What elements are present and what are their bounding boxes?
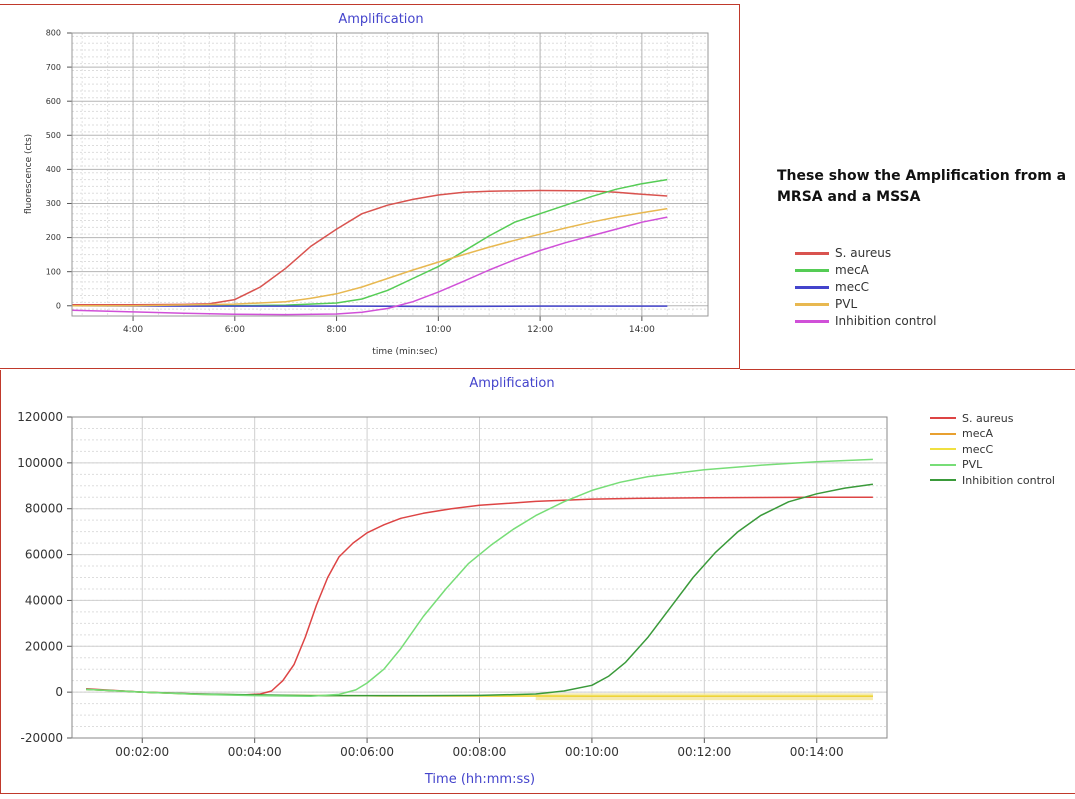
- chart1-y-tick-label: 100: [46, 267, 61, 276]
- legend-swatch: [795, 285, 829, 289]
- legend-swatch: [930, 417, 956, 419]
- legend-item-s-aureus: S. aureus: [930, 410, 1013, 426]
- chart2-series-pvl: [86, 458, 873, 698]
- chart1-series-meca: [72, 178, 668, 307]
- chart-top-amplification: 0 100 200 300 400 500 600 700 800 4:00 6:00 8:00 10…: [24, 12, 709, 357]
- chart1-series-pvl: [72, 207, 668, 307]
- chart1-y-axis-label: fluorescence (cts): [24, 134, 34, 214]
- chart2-x-tick-label: 00:08:00: [453, 745, 507, 759]
- legend-label: S. aureus: [835, 246, 892, 260]
- chart1-series-s-aureus: [72, 189, 668, 306]
- chart2-y-tick-label: -20000: [20, 731, 63, 745]
- legend-label: S. aureus: [962, 411, 1014, 425]
- chart2-y-tick-label: 0: [55, 685, 63, 699]
- chart1-y-ticks: 0 100 200 300 400 500 600 700 800: [46, 29, 72, 310]
- chart1-y-tick-label: 200: [46, 233, 61, 242]
- legend-label: mecA: [835, 263, 869, 277]
- chart1-x-tick-label: 10:00: [425, 325, 451, 335]
- legend-swatch: [795, 251, 829, 255]
- legend-item-mecc: mecC: [795, 279, 869, 295]
- legend-item-pvl: PVL: [795, 296, 857, 312]
- chart-bottom-amplification: -20000020000400006000080000100000120000 …: [17, 376, 888, 787]
- chart2-x-axis-label: Time (hh:mm:ss): [424, 772, 535, 787]
- chart1-y-tick-label: 400: [46, 165, 61, 174]
- chart2-x-tick-label: 00:10:00: [565, 745, 619, 759]
- chart2-x-tick-label: 00:06:00: [340, 745, 394, 759]
- chart1-x-tick-label: 4:00: [123, 325, 143, 335]
- chart2-y-tick-label: 80000: [25, 502, 63, 516]
- chart1-x-ticks: 4:00 6:00 8:00 10:00 12:00 14:00: [123, 316, 655, 335]
- chart2-y-ticks: -20000 0 20000 40000 60000 80000 100000 120000: [17, 410, 72, 745]
- legend-swatch: [795, 302, 829, 306]
- bottom-panel-frame: [0, 370, 1075, 794]
- legend-item-meca: mecA: [795, 262, 869, 278]
- chart1-plot-border: [71, 32, 709, 317]
- chart2-legend: S. aureus mecA mecC PVL Inhibition control: [930, 410, 1070, 490]
- legend-item-inhibition-control: Inhibition control: [930, 472, 1055, 488]
- chart2-y-tick-label: 20000: [25, 639, 63, 653]
- legend-item-pvl: PVL: [930, 457, 982, 473]
- legend-swatch: [930, 479, 956, 481]
- chart2-x-ticks: 00:02:00 00:04:00 00:06:00 00:08:00 00:10:00…: [115, 738, 844, 759]
- legend-item-s-aureus: S. aureus: [795, 245, 891, 261]
- chart1-grid: [72, 32, 708, 317]
- legend-item-mecc: mecC: [930, 441, 993, 457]
- chart1-x-tick-label: 8:00: [326, 325, 346, 335]
- chart1-x-tick-label: 14:00: [629, 325, 655, 335]
- chart2-y-tick-label: 100000: [17, 456, 63, 470]
- legend-label: mecC: [835, 280, 870, 294]
- chart1-series-inhibition-control: [71, 216, 668, 316]
- legend-swatch: [930, 463, 956, 466]
- legend-swatch: [795, 268, 829, 272]
- chart1-y-tick-label: 600: [46, 97, 61, 106]
- chart1-x-tick-label: 6:00: [225, 325, 245, 335]
- legend-swatch: [930, 448, 956, 450]
- top-panel-frame: [0, 4, 740, 369]
- chart2-series: [86, 458, 874, 698]
- chart1-legend: S. aureus mecA mecC PVL Inhibition control: [795, 245, 975, 335]
- legend-item-meca: mecA: [930, 426, 993, 442]
- chart1-series: [71, 178, 668, 316]
- legend-swatch: [930, 432, 956, 435]
- legend-label: Inhibition control: [835, 314, 937, 328]
- chart1-y-tick-label: 300: [46, 199, 61, 208]
- chart1-y-tick-label: 500: [46, 131, 61, 140]
- chart1-title: Amplification: [338, 12, 423, 27]
- legend-label: mecC: [962, 442, 994, 456]
- chart1-y-tick-label: 800: [46, 29, 61, 38]
- chart1-x-tick-label: 12:00: [527, 325, 553, 335]
- chart2-y-tick-label: 40000: [25, 593, 63, 607]
- chart2-y-tick-label: 120000: [17, 410, 63, 424]
- chart2-x-tick-label: 00:12:00: [677, 745, 731, 759]
- chart2-x-tick-label: 00:14:00: [790, 745, 844, 759]
- legend-label: mecA: [962, 427, 994, 440]
- chart1-y-tick-label: 700: [46, 63, 61, 72]
- legend-label: Inhibition control: [962, 473, 1055, 487]
- chart2-title: Amplification: [469, 376, 554, 391]
- chart2-plot-border: [71, 416, 888, 739]
- legend-swatch: [795, 319, 829, 323]
- legend-label: PVL: [962, 458, 983, 471]
- chart2-y-tick-label: 60000: [25, 548, 63, 562]
- chart1-y-tick-label: 0: [56, 301, 61, 310]
- chart1-series-mecc: [71, 305, 668, 308]
- chart2-series-s-aureus: [86, 496, 873, 696]
- legend-item-inhibition-control: Inhibition control: [795, 313, 936, 329]
- caption-text: These show the Amplification from a MRSA…: [777, 168, 1067, 205]
- chart1-x-axis-label: time (min:sec): [372, 347, 437, 357]
- legend-label: PVL: [835, 297, 858, 311]
- chart2-x-tick-label: 00:02:00: [115, 745, 169, 759]
- chart2-x-tick-label: 00:04:00: [228, 745, 282, 759]
- panel-divider-line: [740, 369, 1075, 370]
